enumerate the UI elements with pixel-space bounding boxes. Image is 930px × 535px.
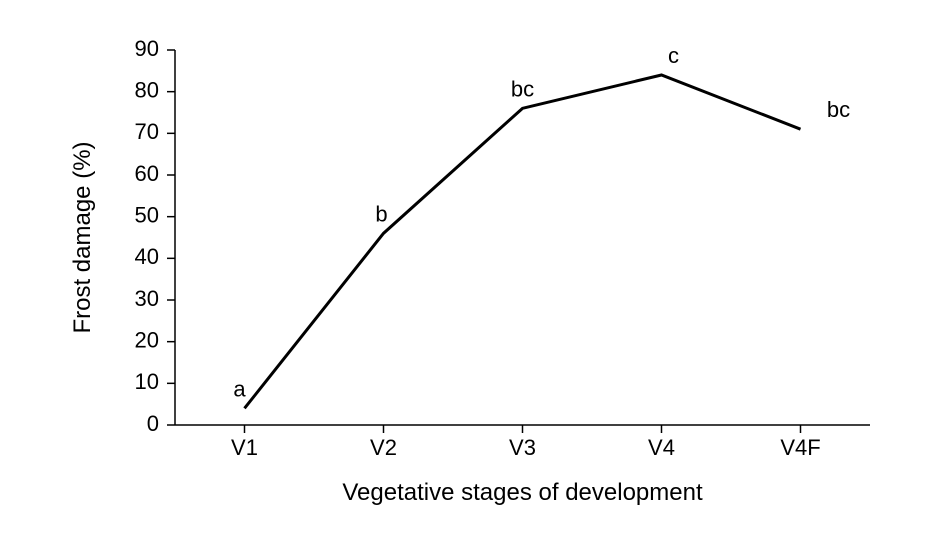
y-tick-label: 60 bbox=[135, 161, 159, 186]
data-line bbox=[245, 75, 801, 408]
y-tick-label: 70 bbox=[135, 119, 159, 144]
point-label: c bbox=[668, 43, 679, 68]
y-tick-label: 0 bbox=[147, 411, 159, 436]
point-label: a bbox=[233, 376, 246, 401]
y-tick-label: 20 bbox=[135, 327, 159, 352]
y-tick-label: 80 bbox=[135, 77, 159, 102]
y-tick-label: 30 bbox=[135, 286, 159, 311]
point-label: bc bbox=[511, 76, 534, 101]
point-label: b bbox=[375, 201, 387, 226]
chart-svg: 0 10 20 30 40 50 60 70 80 90 V1 V2 V3 V4 V4F a b bc c bc Fro… bbox=[0, 0, 930, 535]
x-tick-label: V1 bbox=[231, 435, 258, 460]
x-axis-title: Vegetative stages of development bbox=[342, 479, 703, 506]
frost-damage-chart: 0 10 20 30 40 50 60 70 80 90 V1 V2 V3 V4 V4F a b bc c bc Fro… bbox=[0, 0, 930, 535]
x-tick-label: V4 bbox=[648, 435, 675, 460]
x-tick-label: V2 bbox=[370, 435, 397, 460]
point-label: bc bbox=[827, 97, 850, 122]
y-axis-title: Frost damage (%) bbox=[69, 141, 96, 333]
y-tick-label: 90 bbox=[135, 36, 159, 61]
y-tick-label: 10 bbox=[135, 369, 159, 394]
x-tick-label: V4F bbox=[780, 435, 820, 460]
x-tick-label: V3 bbox=[509, 435, 536, 460]
y-tick-label: 40 bbox=[135, 244, 159, 269]
y-tick-label: 50 bbox=[135, 202, 159, 227]
